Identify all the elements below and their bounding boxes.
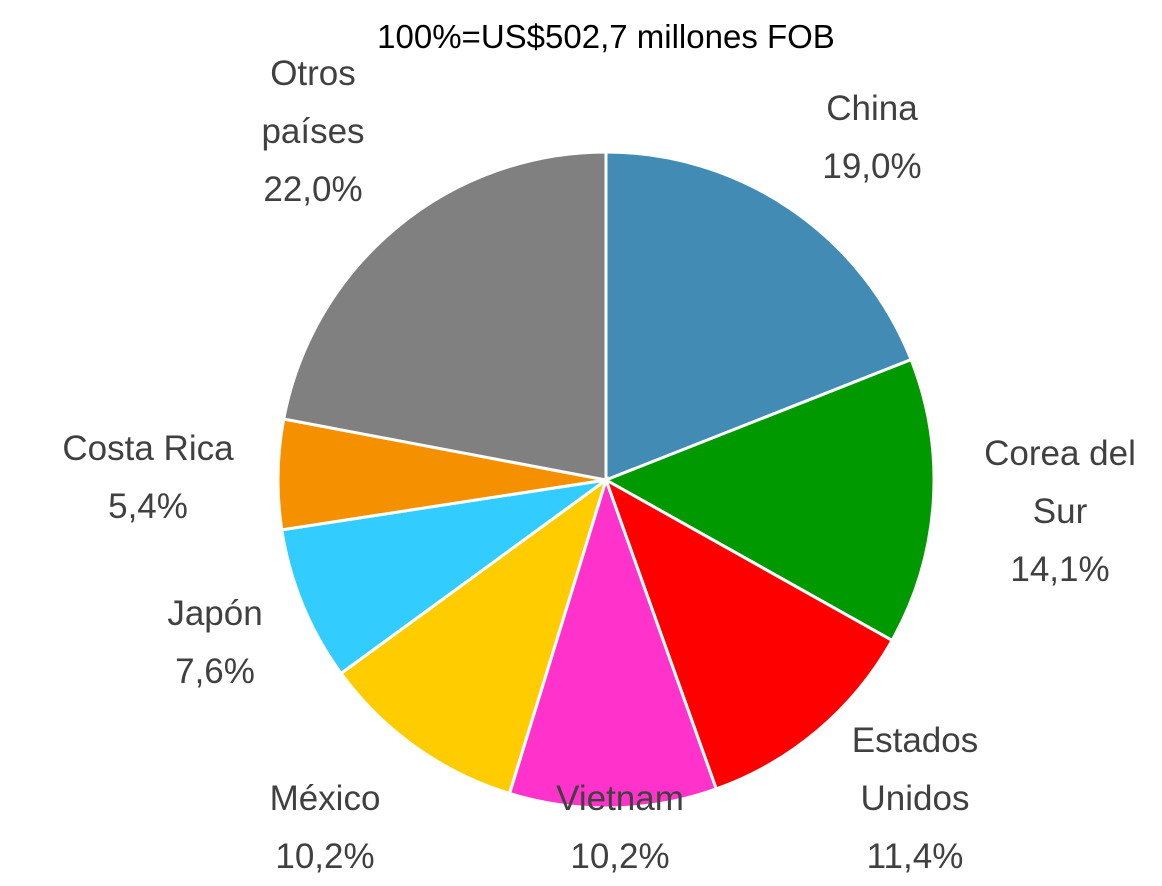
value-label: 11,4% xyxy=(866,837,964,876)
category-label: Costa Rica xyxy=(62,429,234,468)
category-label: Vietnam xyxy=(556,779,684,818)
slice-label: Corea del Sur 14,1% xyxy=(965,425,1155,599)
category-label: Corea del Sur xyxy=(984,434,1136,531)
category-label: Otros países xyxy=(261,54,365,151)
chart-subtitle: 100%=US$502,7 millones FOB xyxy=(377,18,835,55)
category-label: Japón xyxy=(167,594,263,633)
pie-slice xyxy=(604,150,914,483)
pie-slice xyxy=(338,476,609,796)
value-label: 5,4% xyxy=(108,487,188,526)
slice-label: México 10,2% xyxy=(215,770,435,886)
value-label: 10,2% xyxy=(570,837,670,876)
pie-slice xyxy=(507,475,719,810)
value-label: 14,1% xyxy=(1010,550,1110,589)
value-label: 10,2% xyxy=(275,837,375,876)
slice-label: Estados Unidos 11,4% xyxy=(830,712,1000,886)
pie-slice xyxy=(280,478,607,676)
slice-label: Japón 7,6% xyxy=(125,585,305,701)
slice-label: China 19,0% xyxy=(772,80,972,196)
category-label: México xyxy=(269,779,381,818)
pie-slice xyxy=(602,357,936,643)
slice-label: Vietnam 10,2% xyxy=(510,770,730,886)
category-label: China xyxy=(826,89,918,128)
value-label: 22,0% xyxy=(263,170,363,209)
category-label: Estados Unidos xyxy=(851,721,979,818)
slice-label: Costa Rica 5,4% xyxy=(33,420,263,536)
value-label: 7,6% xyxy=(175,652,255,691)
slice-label: Otros países 22,0% xyxy=(243,45,383,219)
pie-slice xyxy=(281,150,608,482)
value-label: 19,0% xyxy=(822,147,922,186)
pie-slice xyxy=(603,476,895,791)
